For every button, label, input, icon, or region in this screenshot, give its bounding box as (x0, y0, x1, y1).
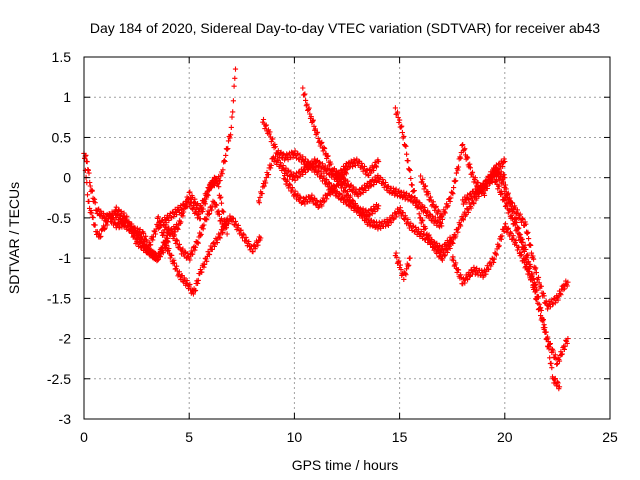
x-tick-label: 15 (392, 429, 408, 445)
x-axis-label: GPS time / hours (292, 457, 399, 473)
y-tick-label: -1.5 (47, 290, 71, 306)
y-tick-label: -0.5 (47, 210, 71, 226)
x-tick-label: 25 (602, 429, 618, 445)
y-tick-label: -3 (59, 411, 72, 427)
series-points (392, 250, 413, 282)
y-tick-label: 1 (63, 89, 71, 105)
grid (84, 57, 610, 419)
y-tick-label: -1 (59, 250, 72, 266)
y-tick-label: 0 (63, 170, 71, 186)
x-tick-label: 10 (287, 429, 303, 445)
series-points (260, 116, 382, 219)
series-points (81, 150, 171, 263)
series-points (134, 174, 230, 255)
series-arc-13 (392, 250, 413, 282)
y-axis-label: SDTVAR / TECUs (6, 182, 22, 294)
x-tick-label: 5 (185, 429, 193, 445)
x-tick-label: 20 (497, 429, 513, 445)
y-tick-label: -2 (59, 331, 72, 347)
y-tick-label: 1.5 (52, 49, 72, 65)
y-tick-label: -2.5 (47, 371, 71, 387)
series-arc-8 (256, 154, 382, 206)
series-arc-18 (502, 189, 571, 312)
y-tick-label: 0.5 (52, 129, 72, 145)
data-points (81, 66, 571, 392)
series-arc-6 (161, 198, 264, 263)
chart-title: Day 184 of 2020, Sidereal Day-to-day VTE… (90, 20, 600, 36)
series-arc-2 (81, 150, 171, 263)
series-arc-5 (155, 214, 230, 297)
series-arc-10 (300, 85, 445, 230)
series-points (256, 154, 382, 206)
x-tick-label: 0 (80, 429, 88, 445)
series-points (333, 173, 455, 255)
plot-frame (83, 56, 611, 420)
series-points (161, 198, 264, 263)
axis-ticks (83, 56, 611, 420)
series-points (300, 85, 445, 230)
series-points (502, 189, 571, 312)
series-points (155, 214, 230, 297)
series-arc-4 (134, 174, 230, 255)
y-axis-tick-labels: 1.5 1 0.5 0 -0.5 -1 -1.5 -2 -2.5 -3 (47, 49, 71, 427)
series-arc-11 (333, 173, 455, 255)
x-axis-tick-labels: 0 5 10 15 20 25 (80, 429, 618, 445)
series-arc-7 (260, 116, 382, 219)
